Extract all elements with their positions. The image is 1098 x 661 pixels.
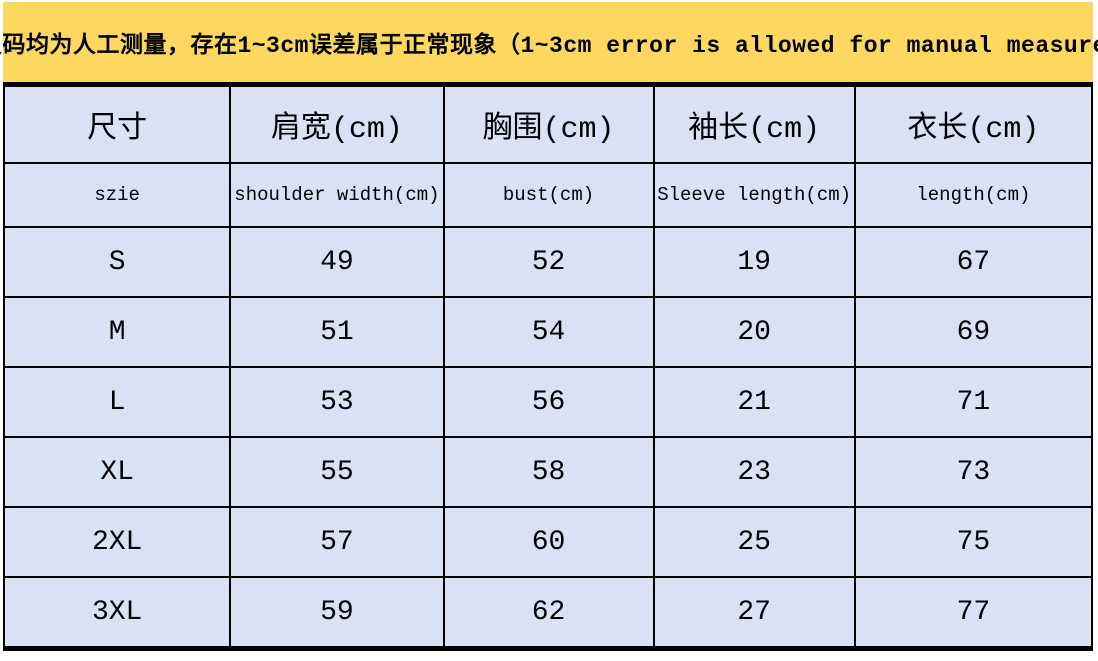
header-length-zh: 衣长(cm) — [853, 85, 1094, 164]
table-cell: 75 — [853, 506, 1094, 578]
size-label: M — [2, 296, 232, 368]
header-row-zh: 尺寸 肩宽(cm) 胸围(cm) 袖长(cm) 衣长(cm) — [2, 85, 1094, 164]
table-cell: 59 — [229, 576, 445, 650]
header-length-en: length(cm) — [853, 162, 1094, 228]
header-bust-en: bust(cm) — [442, 162, 655, 228]
table-cell: 62 — [442, 576, 655, 650]
table-row-m: M 51 54 20 69 — [2, 296, 1094, 368]
table-cell: 71 — [853, 366, 1094, 438]
notice-text: 注意：尺码均为人工测量，存在1~3cm误差属于正常现象（1~3cm error … — [0, 33, 1098, 59]
table-cell: 58 — [442, 436, 655, 508]
size-label: 3XL — [2, 576, 232, 650]
size-label: L — [2, 366, 232, 438]
table-row-2xl: 2XL 57 60 25 75 — [2, 506, 1094, 578]
table-cell: 52 — [442, 226, 655, 298]
size-label: XL — [2, 436, 232, 508]
header-row-en: szie shoulder width(cm) bust(cm) Sleeve … — [2, 162, 1094, 228]
table-cell: 57 — [229, 506, 445, 578]
header-sleeve-length-en: Sleeve length(cm) — [652, 162, 856, 228]
table-cell: 49 — [229, 226, 445, 298]
table-cell: 54 — [442, 296, 655, 368]
table-cell: 77 — [853, 576, 1094, 650]
table-cell: 20 — [652, 296, 856, 368]
notice-banner: 注意：尺码均为人工测量，存在1~3cm误差属于正常现象（1~3cm error … — [0, 2, 1098, 85]
table-cell: 56 — [442, 366, 655, 438]
table-row-l: L 53 56 21 71 — [2, 366, 1094, 438]
table-cell: 25 — [652, 506, 856, 578]
header-bust-zh: 胸围(cm) — [442, 85, 655, 164]
table-cell: 19 — [652, 226, 856, 298]
table-cell: 69 — [853, 296, 1094, 368]
header-shoulder-width-zh: 肩宽(cm) — [229, 85, 445, 164]
table-cell: 73 — [853, 436, 1094, 508]
table-cell: 60 — [442, 506, 655, 578]
header-shoulder-width-en: shoulder width(cm) — [229, 162, 445, 228]
size-label: 2XL — [2, 506, 232, 578]
table-cell: 27 — [652, 576, 856, 650]
table-cell: 21 — [652, 366, 856, 438]
table-cell: 53 — [229, 366, 445, 438]
table-row-xl: XL 55 58 23 73 — [2, 436, 1094, 508]
table-row-3xl: 3XL 59 62 27 77 — [2, 576, 1094, 650]
header-size-zh: 尺寸 — [2, 85, 232, 164]
header-size-en: szie — [2, 162, 232, 228]
size-label: S — [2, 226, 232, 298]
table-row-s: S 49 52 19 67 — [2, 226, 1094, 298]
header-sleeve-length-zh: 袖长(cm) — [652, 85, 856, 164]
table-cell: 23 — [652, 436, 856, 508]
table-cell: 51 — [229, 296, 445, 368]
table-cell: 55 — [229, 436, 445, 508]
table-cell: 67 — [853, 226, 1094, 298]
size-table: 尺寸 肩宽(cm) 胸围(cm) 袖长(cm) 衣长(cm) szie shou… — [2, 85, 1094, 651]
